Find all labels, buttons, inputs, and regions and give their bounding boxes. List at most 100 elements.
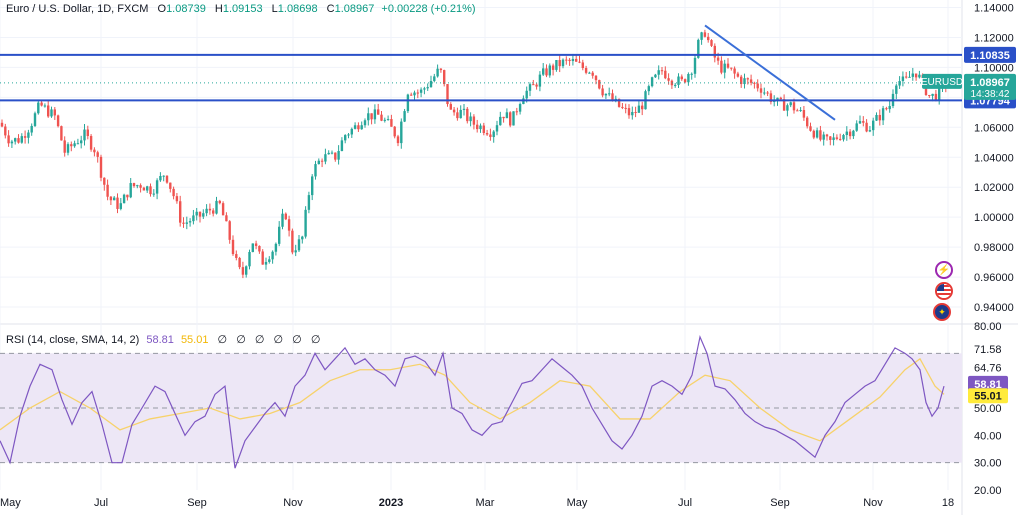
lightning-icon[interactable]: ⚡ — [935, 261, 953, 279]
candle-body — [558, 60, 561, 67]
candle-body — [476, 124, 479, 130]
candle-body — [456, 112, 459, 119]
rsi-tick-label: 64.76 — [974, 363, 1002, 375]
trend-line[interactable] — [704, 24, 836, 121]
symbol-tag: EURUSD — [921, 77, 963, 88]
high-value: 1.09153 — [222, 3, 263, 15]
candle-body — [690, 73, 693, 75]
candle-body — [175, 196, 179, 202]
candle-body — [624, 107, 627, 109]
candle-body — [660, 70, 664, 72]
candle-body — [50, 109, 53, 117]
candle-body — [555, 60, 558, 70]
candle-body — [182, 222, 185, 224]
candle-body — [594, 75, 598, 81]
candle-body — [89, 136, 93, 150]
candle-body — [423, 88, 426, 90]
candle-body — [568, 59, 571, 62]
candle-body — [898, 81, 901, 86]
candle-body — [472, 116, 476, 125]
candle-body — [650, 77, 654, 87]
candle-body — [122, 194, 126, 204]
candle-body — [806, 117, 809, 127]
time-tick-label: Jul — [94, 497, 108, 509]
candle-body — [126, 194, 129, 198]
candle-body — [400, 121, 403, 144]
candle-body — [693, 57, 697, 74]
candle-body — [832, 137, 835, 140]
candle-body — [390, 119, 393, 127]
candle-body — [281, 213, 284, 227]
time-tick-label: Jul — [678, 497, 692, 509]
candle-body — [505, 112, 509, 119]
candle-body — [314, 164, 317, 177]
us-flag-icon[interactable] — [935, 282, 953, 300]
candle-body — [17, 138, 20, 143]
rsi-title[interactable]: RSI (14, close, SMA, 14, 2) — [6, 334, 140, 346]
candle-body — [657, 70, 660, 75]
candle-body — [403, 111, 406, 122]
candle-body — [410, 94, 413, 96]
candle-body — [759, 88, 763, 93]
candle-body — [855, 123, 858, 131]
candle-body — [353, 125, 357, 129]
candle-body — [357, 125, 360, 130]
candle-body — [469, 116, 472, 122]
candle-body — [565, 59, 568, 61]
candle-body — [462, 108, 466, 110]
candle-body — [938, 86, 941, 101]
rsi-value: 58.81 — [146, 334, 174, 346]
candle-body — [825, 134, 829, 137]
candle-body — [284, 213, 287, 220]
candle-body — [248, 251, 251, 267]
price-tags: 1.108351.077941.0896714:38:42EURUSD58.81… — [921, 46, 1016, 404]
candle-body — [436, 68, 439, 77]
candle-body — [347, 134, 350, 136]
candle-body — [129, 183, 132, 198]
candle-body — [113, 197, 116, 201]
candle-body — [479, 125, 482, 130]
candle-body — [641, 105, 644, 110]
candle-body — [901, 76, 905, 82]
candle-body — [598, 80, 601, 89]
candle-body — [687, 74, 690, 83]
candle-body — [862, 121, 865, 123]
candle-body — [340, 140, 344, 152]
levels[interactable] — [0, 24, 962, 121]
candle-body — [198, 211, 202, 217]
candle-body — [647, 86, 650, 92]
candle-body — [274, 243, 278, 252]
symbol-title[interactable]: Euro / U.S. Dollar, 1D, FXCM — [6, 3, 149, 15]
candle-body — [235, 254, 238, 258]
candle-body — [363, 120, 367, 126]
candle-body — [654, 74, 657, 78]
candle-body — [258, 245, 261, 252]
candle-body — [786, 105, 789, 111]
candle-body — [839, 138, 842, 140]
null-value: ∅ — [273, 334, 284, 346]
candle-body — [621, 106, 624, 108]
candle-body — [172, 188, 175, 197]
price-tick-label: 1.06000 — [974, 122, 1014, 134]
eu-flag-icon[interactable]: ✦ — [933, 303, 951, 321]
candle-body — [532, 84, 535, 86]
candle-body — [132, 183, 136, 187]
candle-body — [433, 76, 436, 81]
candle-body — [327, 152, 330, 155]
candle-body — [70, 144, 73, 147]
candle-body — [746, 78, 749, 80]
candle-body — [80, 140, 83, 144]
candle-body — [287, 219, 291, 231]
candle-body — [872, 120, 875, 131]
candle-body — [782, 99, 786, 111]
candle-body — [766, 92, 769, 94]
candle-body — [294, 250, 297, 253]
candle-body — [261, 251, 264, 265]
candle-body — [221, 203, 225, 216]
candle-body — [367, 113, 370, 121]
candle-body — [83, 129, 86, 141]
candle-body — [489, 134, 492, 138]
candle-body — [677, 76, 680, 85]
current-price-tag: 1.08967 — [970, 77, 1010, 89]
